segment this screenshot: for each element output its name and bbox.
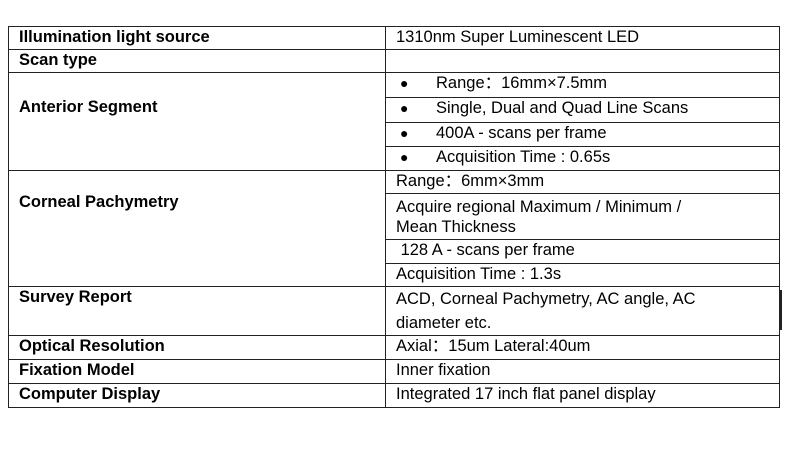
table-row: Anterior Segment ● Range：16mm×7.5mm <box>8 72 780 171</box>
bullet-icon: ● <box>400 125 409 141</box>
item-text: ACD, Corneal Pachymetry, AC angle, AC <box>396 290 696 308</box>
stray-divider <box>780 290 782 330</box>
item-text: Range：16mm×7.5mm <box>436 74 608 92</box>
table-row: Optical Resolution Axial：15um Lateral:40… <box>8 335 780 360</box>
row-value: ● Range：16mm×7.5mm <box>385 72 780 98</box>
table-row: Survey Report ACD, Corneal Pachymetry, A… <box>8 286 780 336</box>
row-value: 1310nm Super Luminescent LED <box>385 26 780 50</box>
row-label: Scan type <box>8 49 386 73</box>
item-text: Single, Dual and Quad Line Scans <box>436 99 689 117</box>
row-label: Illumination light source <box>8 26 386 50</box>
item-text: Acquisition Time : 0.65s <box>436 148 611 166</box>
table-row: Acquire regional Maximum / Minimum / Mean… <box>9 193 780 240</box>
row-value: Inner fixation <box>385 359 780 384</box>
row-label: Optical Resolution <box>8 335 386 360</box>
row-label: Corneal Pachymetry <box>8 170 386 287</box>
row-value: Acquisition Time : 1.3s <box>385 263 780 287</box>
row-value <box>385 49 780 73</box>
item-text: diameter etc. <box>396 314 492 332</box>
row-value: Range：6mm×3mm <box>385 170 780 194</box>
row-value: 128 A - scans per frame <box>385 239 780 264</box>
row-value: ● Single, Dual and Quad Line Scans <box>385 97 780 123</box>
table-row: Corneal Pachymetry Range：6mm×3mm <box>8 170 780 287</box>
row-value: Axial：15um Lateral:40um <box>385 335 780 360</box>
row-label: Fixation Model <box>8 359 386 384</box>
row-value: Acquire regional Maximum / Minimum / Mean… <box>385 193 780 240</box>
table-row: Fixation Model Inner fixation <box>8 359 780 384</box>
row-value: ● 400A - scans per frame <box>385 122 780 147</box>
bullet-icon: ● <box>400 149 409 165</box>
item-text: 400A - scans per frame <box>436 124 607 142</box>
item-text: Acquire regional Maximum / Minimum / <box>396 198 682 216</box>
table-row: Scan type <box>8 49 780 73</box>
item-text: Mean Thickness <box>396 218 516 236</box>
row-value: ACD, Corneal Pachymetry, AC angle, AC dia… <box>385 286 780 336</box>
table-row: Illumination light source 1310nm Super L… <box>8 26 780 50</box>
row-label: Survey Report <box>8 286 386 336</box>
bullet-icon: ● <box>400 75 409 91</box>
row-value: Integrated 17 inch flat panel display <box>385 383 780 408</box>
table-row: ● Single, Dual and Quad Line Scans <box>9 97 780 123</box>
bullet-icon: ● <box>400 100 409 116</box>
row-label: Anterior Segment <box>8 72 386 171</box>
row-label: Computer Display <box>8 383 386 408</box>
table-row: ● 400A - scans per frame <box>9 122 780 147</box>
row-value: ● Acquisition Time : 0.65s <box>385 146 780 171</box>
specs-table: Illumination light source 1310nm Super L… <box>8 26 780 408</box>
table-row: Computer Display Integrated 17 inch flat… <box>8 383 780 408</box>
table-row: 128 A - scans per frame <box>9 239 780 264</box>
